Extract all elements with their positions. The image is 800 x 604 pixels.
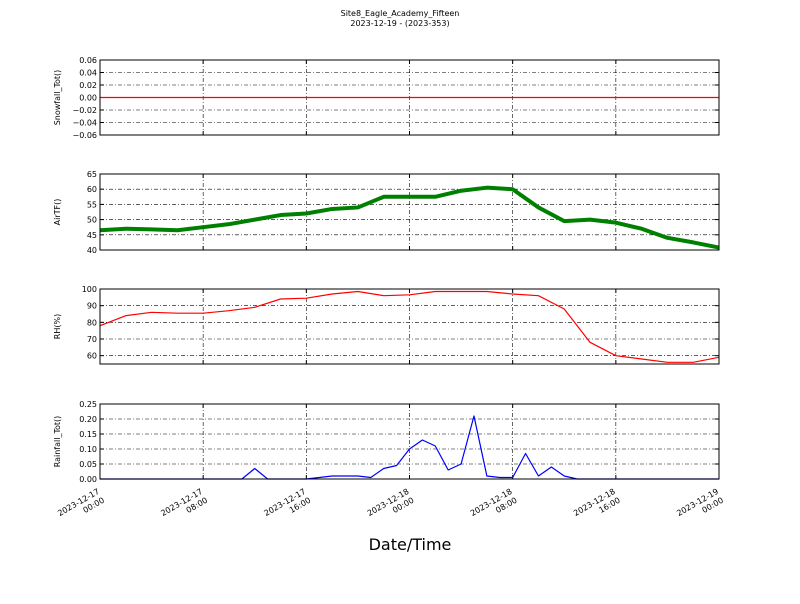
y-tick-label: 70 <box>87 335 97 344</box>
plot-frame <box>99 403 720 480</box>
plot-frame <box>99 288 720 365</box>
y-tick-label: 50 <box>87 216 97 225</box>
x-tick-label: 2023-12-1900:00 <box>675 487 725 527</box>
y-tick-label: −0.06 <box>72 131 97 140</box>
y-tick-label: 60 <box>87 352 97 361</box>
data-line <box>99 290 720 363</box>
y-axis-label: Rainfall_Tot() <box>53 416 62 468</box>
y-tick-label: 0.05 <box>79 460 97 469</box>
x-tick-label: 2023-12-1808:00 <box>469 487 519 527</box>
y-tick-label: 0.20 <box>79 415 97 424</box>
y-tick-label: 0.06 <box>79 56 97 65</box>
y-tick-label: 45 <box>87 231 97 240</box>
y-tick-label: −0.02 <box>72 106 97 115</box>
data-line <box>99 185 720 250</box>
y-axis-label: RH(%) <box>53 314 62 339</box>
y-tick-label: −0.04 <box>72 119 97 128</box>
plot-frame <box>99 173 720 251</box>
y-tick-label: 0.04 <box>79 69 97 78</box>
y-tick-label: 65 <box>87 170 97 179</box>
plot-frame <box>99 59 720 136</box>
chart-title: Site8_Eagle_Academy_Fifteen <box>341 9 460 18</box>
y-tick-label: 100 <box>82 285 97 294</box>
x-tick-label: 2023-12-1800:00 <box>366 487 416 527</box>
y-tick-label: 80 <box>87 318 97 327</box>
y-tick-label: 40 <box>87 246 97 255</box>
y-axis-label: Snowfall_Tot() <box>53 70 62 126</box>
y-tick-label: 0.10 <box>79 445 97 454</box>
y-tick-label: 0.02 <box>79 81 97 90</box>
y-tick-label: 0.25 <box>79 400 97 409</box>
y-tick-label: 0.00 <box>79 475 97 484</box>
x-tick-label: 2023-12-1816:00 <box>572 487 622 527</box>
y-tick-label: 60 <box>87 185 97 194</box>
x-tick-label: 2023-12-1716:00 <box>263 487 313 527</box>
x-axis-label: Date/Time <box>369 535 452 554</box>
y-tick-label: 90 <box>87 302 97 311</box>
x-tick-label: 2023-12-1708:00 <box>159 487 209 527</box>
y-tick-label: 0.00 <box>79 94 97 103</box>
x-tick-label: 2023-12-1700:00 <box>56 487 106 527</box>
y-axis-label: AirTF() <box>53 199 62 226</box>
chart-subtitle: 2023-12-19 - (2023-353) <box>350 19 449 28</box>
y-tick-label: 55 <box>87 200 97 209</box>
y-tick-label: 0.15 <box>79 430 97 439</box>
